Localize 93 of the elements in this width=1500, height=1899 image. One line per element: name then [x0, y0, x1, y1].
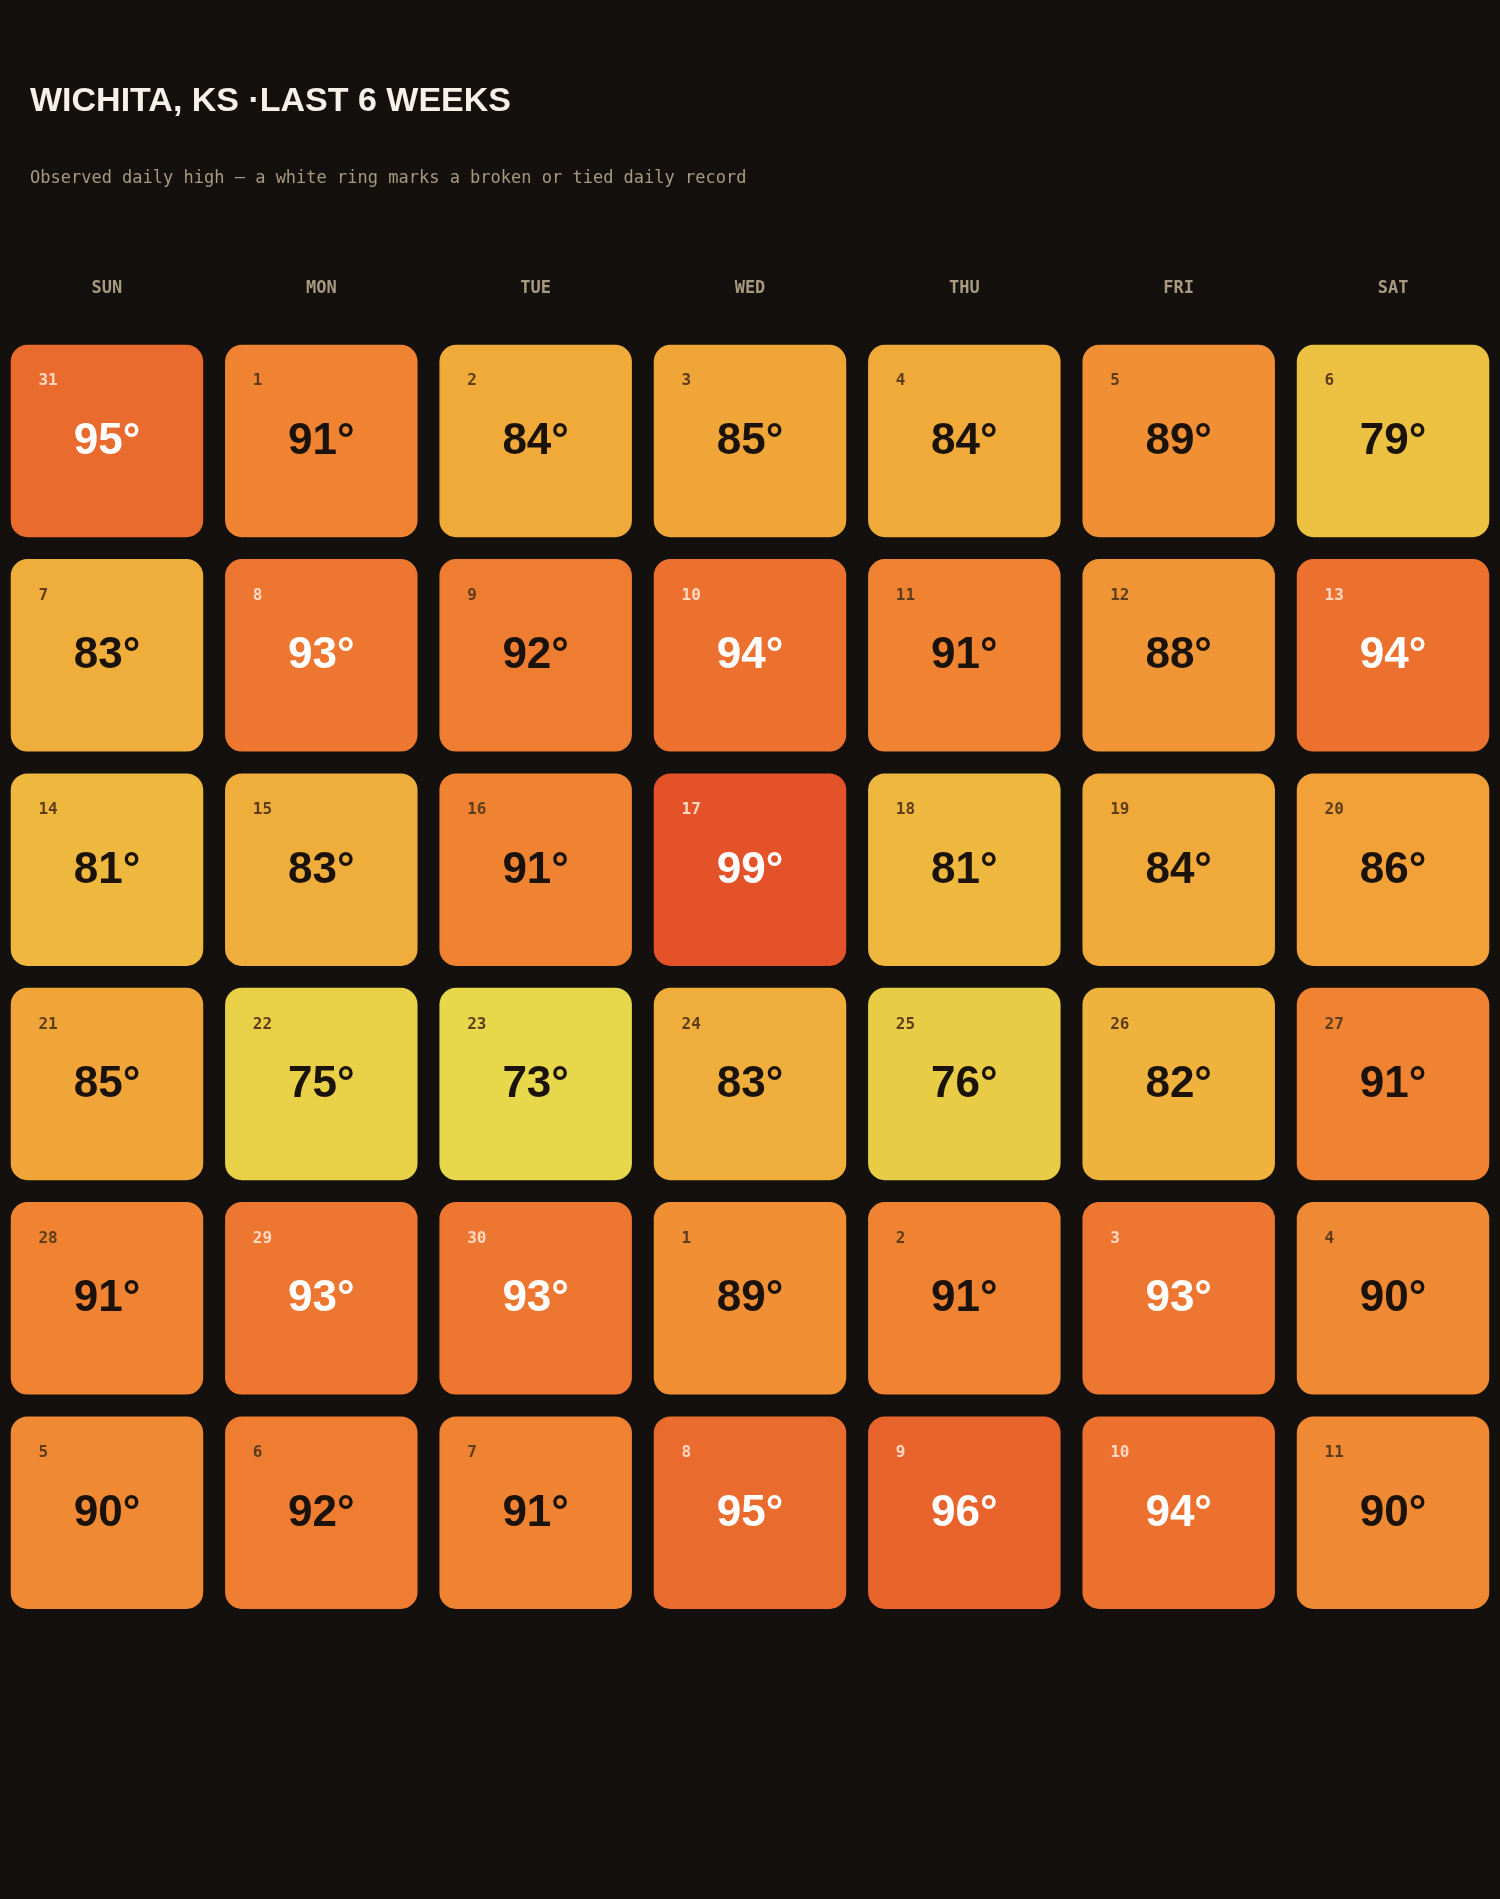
annotation: 4 — [895, 370, 906, 390]
annotation: 5 — [1110, 370, 1120, 390]
annotation: 23 — [467, 1013, 487, 1033]
annotation: 19 — [1110, 799, 1130, 819]
data-label: 94° — [1359, 628, 1427, 678]
annotation: 7 — [38, 584, 49, 604]
data-label: 91° — [1359, 1057, 1427, 1106]
annotation: 6 — [252, 1442, 263, 1462]
data-label: 95° — [716, 1485, 784, 1535]
annotation: 24 — [681, 1013, 701, 1033]
x-tick-label: TUE — [520, 276, 552, 297]
x-tick-label: SUN — [91, 276, 123, 297]
annotation: 11 — [1324, 1442, 1344, 1462]
annotation: 21 — [38, 1013, 58, 1033]
x-tick-label: THU — [948, 276, 980, 297]
data-label: 73° — [502, 1057, 569, 1106]
annotation: 27 — [1324, 1013, 1344, 1033]
data-label: 93° — [502, 1271, 569, 1321]
data-label: 90° — [1359, 1485, 1427, 1535]
annotation: 8 — [252, 584, 263, 604]
x-tick-label: SAT — [1377, 276, 1409, 297]
annotation: 7 — [467, 1442, 477, 1462]
annotation: 1 — [252, 370, 263, 390]
annotation: 30 — [467, 1227, 487, 1247]
annotation: 15 — [252, 799, 273, 819]
data-label: 92° — [502, 628, 569, 678]
data-label: 91° — [931, 1271, 998, 1321]
annotation: 8 — [681, 1442, 692, 1462]
annotation: 10 — [681, 584, 701, 604]
data-label: 91° — [73, 1271, 141, 1321]
data-label: 99° — [716, 842, 784, 892]
annotation: 3 — [1110, 1227, 1120, 1247]
data-label: 94° — [716, 628, 784, 678]
data-label: 94° — [1145, 1485, 1212, 1535]
data-label: 83° — [73, 628, 141, 678]
annotation: 2 — [895, 1227, 906, 1247]
annotation: 12 — [1110, 584, 1130, 604]
annotation: 1 — [681, 1227, 692, 1247]
data-label: 81° — [931, 842, 998, 892]
data-label: 92° — [288, 1485, 355, 1535]
data-label: 86° — [1359, 842, 1427, 892]
annotation: 13 — [1324, 584, 1344, 604]
annotation: 5 — [38, 1442, 49, 1462]
annotation: 9 — [467, 584, 477, 604]
annotation: 14 — [38, 799, 58, 819]
annotation: 22 — [252, 1013, 273, 1033]
annotation: 20 — [1324, 799, 1344, 819]
annotation: 28 — [38, 1227, 58, 1247]
data-label: 91° — [502, 842, 569, 892]
annotation: 2 — [467, 370, 477, 390]
annotation: 18 — [895, 799, 916, 819]
data-label: 93° — [288, 1271, 355, 1321]
data-label: 93° — [1145, 1271, 1212, 1321]
data-label: 89° — [716, 1271, 784, 1321]
data-label: 88° — [1145, 628, 1212, 678]
annotation: 3 — [681, 370, 692, 390]
data-label: 84° — [502, 413, 569, 463]
annotation: 25 — [895, 1013, 916, 1033]
annotation: 10 — [1110, 1442, 1130, 1462]
data-label: 85° — [73, 1057, 141, 1106]
data-label: 91° — [502, 1485, 569, 1535]
annotation: 17 — [681, 799, 701, 819]
data-label: 91° — [288, 413, 355, 463]
x-tick-label: WED — [734, 276, 766, 297]
annotation: 29 — [252, 1227, 273, 1247]
annotation: 11 — [895, 584, 916, 604]
data-label: 75° — [288, 1057, 355, 1106]
data-label: 81° — [73, 842, 141, 892]
data-label: 91° — [931, 628, 998, 678]
data-label: 95° — [73, 413, 141, 463]
annotation: 16 — [467, 799, 487, 819]
data-label: 89° — [1145, 413, 1212, 463]
annotation: 26 — [1110, 1013, 1130, 1033]
data-label: 76° — [931, 1057, 998, 1106]
data-label: 83° — [716, 1057, 784, 1106]
data-label: 84° — [1145, 842, 1212, 892]
data-label: 90° — [73, 1485, 141, 1535]
data-label: 82° — [1145, 1057, 1212, 1106]
data-label: 90° — [1359, 1271, 1427, 1321]
data-label: 79° — [1359, 413, 1427, 463]
data-label: 85° — [716, 413, 784, 463]
data-label: 84° — [931, 413, 998, 463]
annotation: 4 — [1324, 1227, 1335, 1247]
chart-title: WICHITA, KS ·LAST 6 WEEKS — [30, 80, 512, 118]
data-label: 93° — [288, 628, 355, 678]
annotation: 31 — [38, 370, 58, 390]
x-tick-label: MON — [305, 276, 337, 297]
annotation: 6 — [1324, 370, 1335, 390]
x-tick-label: FRI — [1163, 276, 1195, 297]
chart-subtitle: Observed daily high — a white ring marks a broken or tied daily record — [30, 167, 747, 187]
data-label: 83° — [288, 842, 355, 892]
annotation: 9 — [895, 1442, 906, 1462]
data-label: 96° — [931, 1485, 998, 1535]
